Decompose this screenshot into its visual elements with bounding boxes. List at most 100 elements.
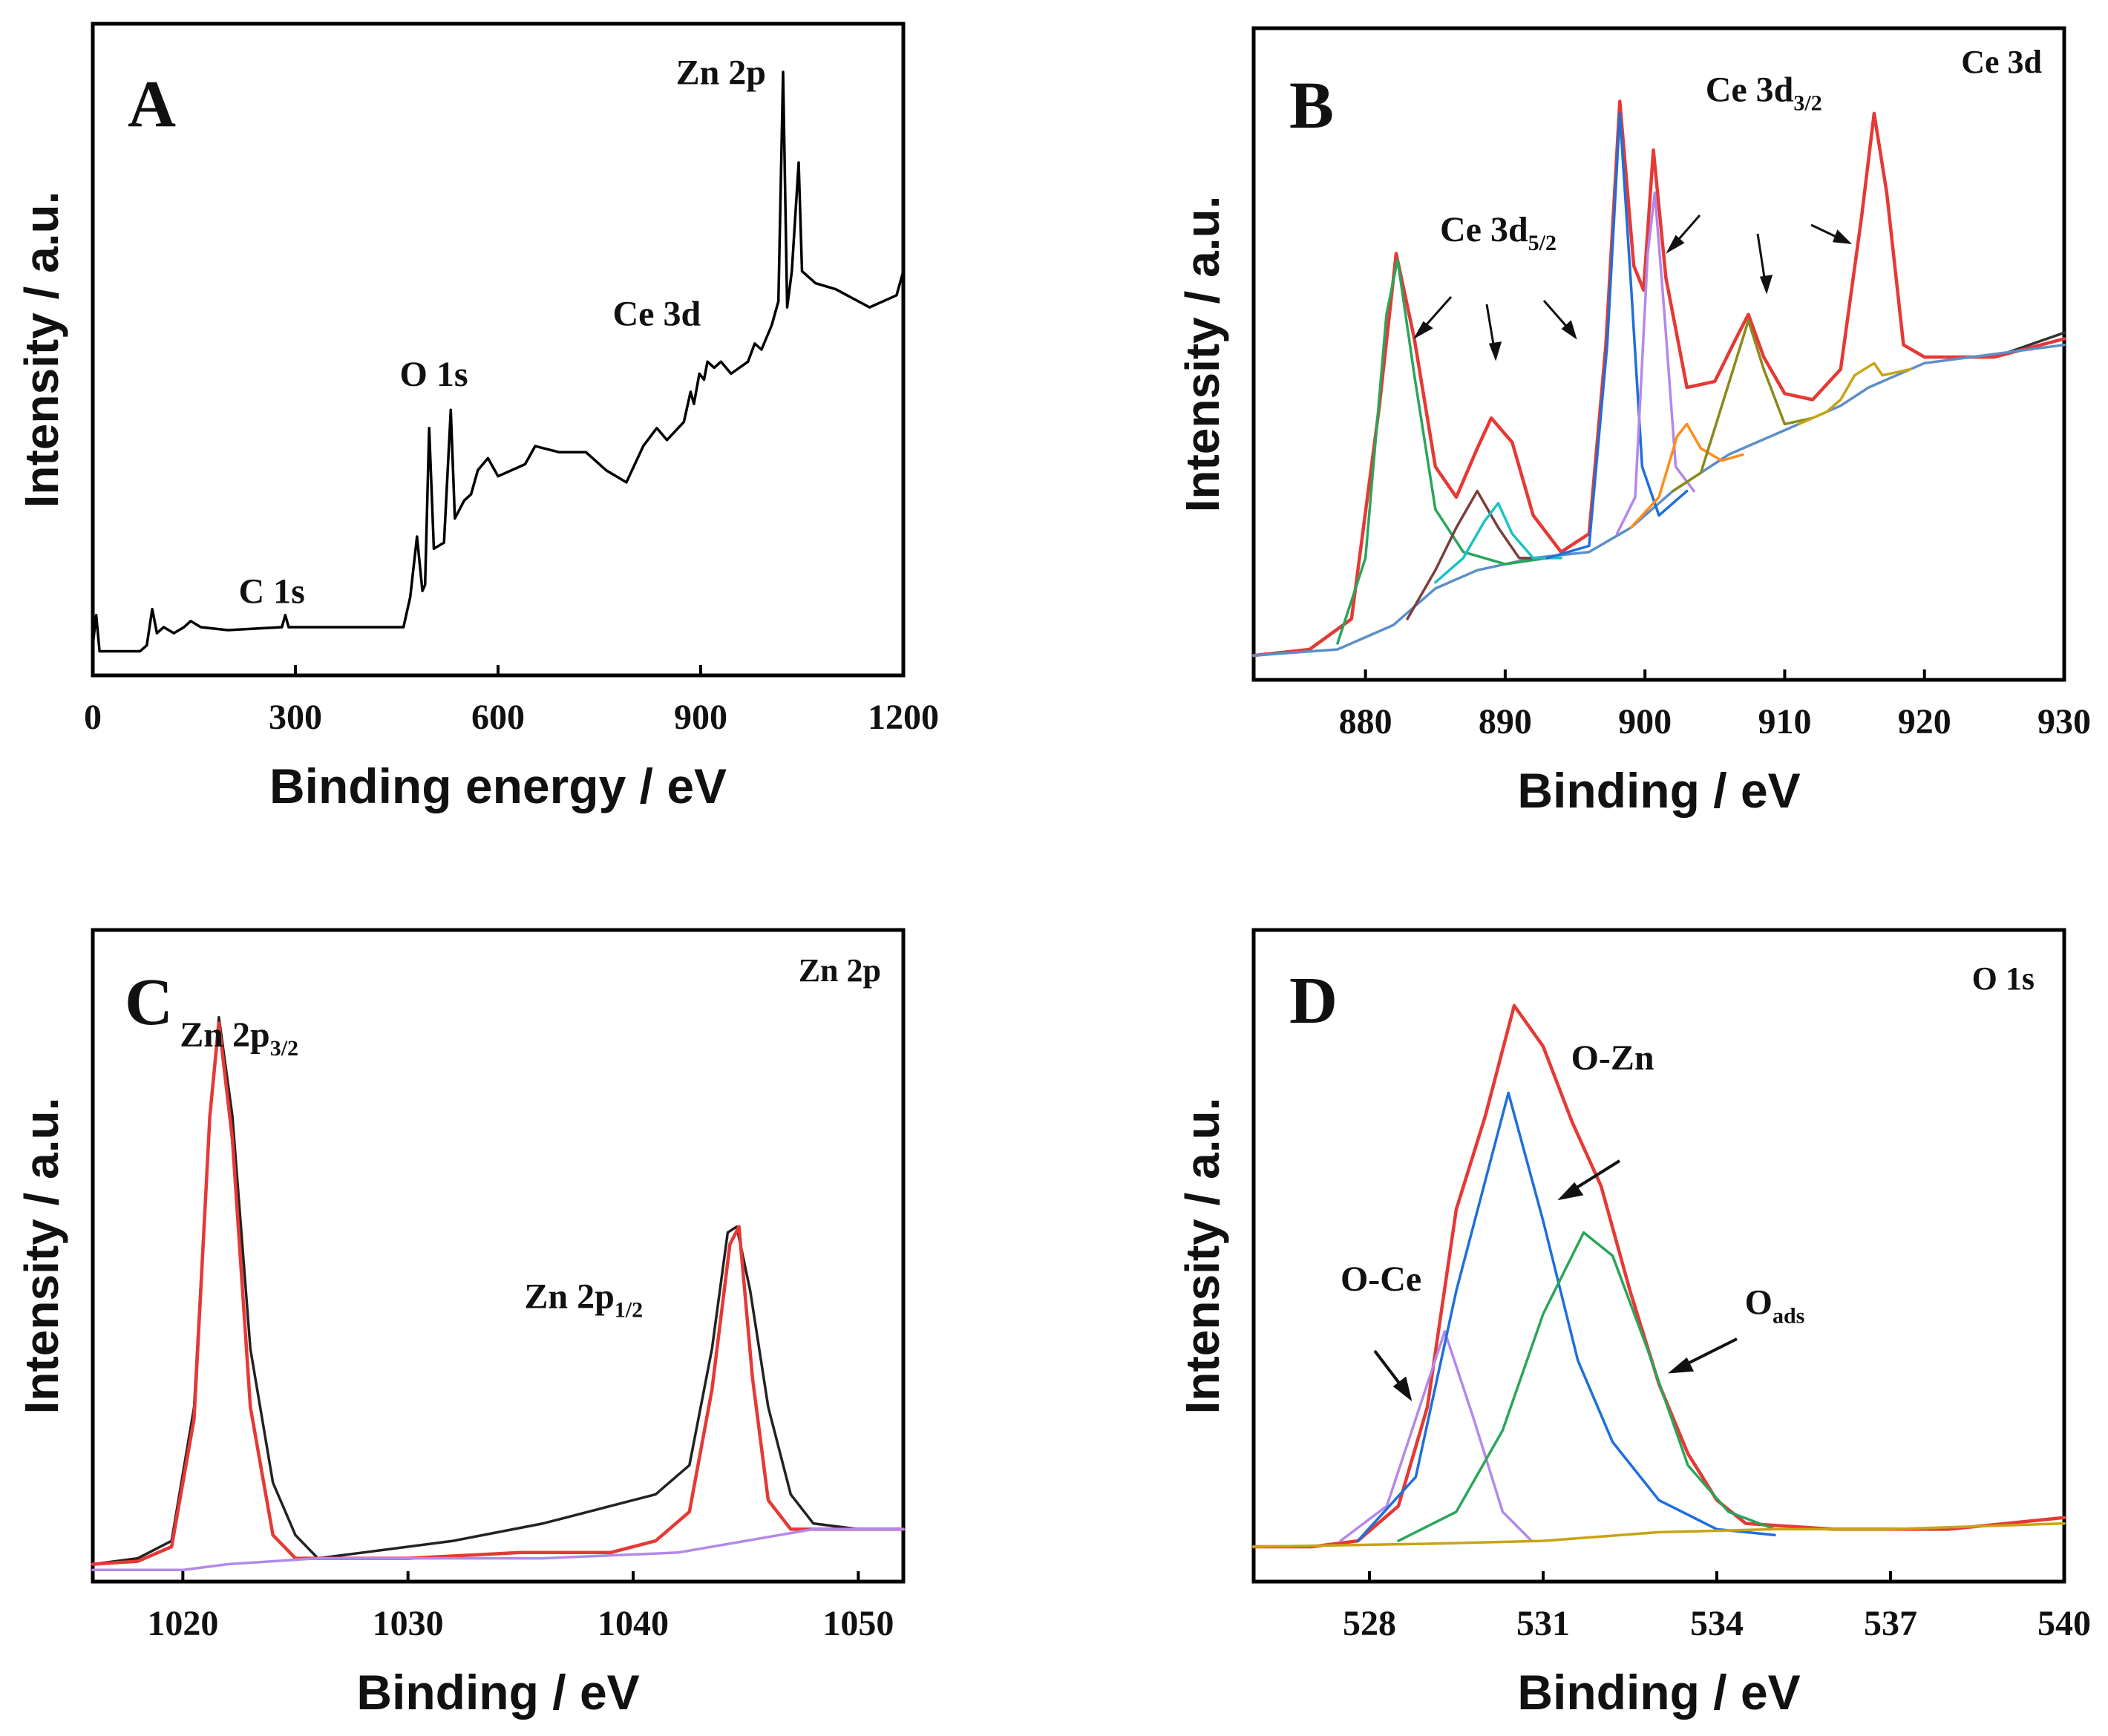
x-axis-label: Binding / eV: [1517, 1665, 1800, 1720]
series-peak-889: [1434, 502, 1562, 584]
x-tick-label: 1050: [822, 1604, 894, 1643]
panel-b-ce3d: 880 890 900 910 920 930 B Ce 3d Binding / eV …: [1176, 26, 2091, 818]
annotation-text: Zn 2p: [180, 1015, 269, 1055]
panel-title: Ce 3d: [1961, 44, 2042, 80]
annotation-text: Ce 3d: [1706, 70, 1794, 109]
x-axis-label: Binding energy / eV: [269, 759, 727, 813]
x-tick-label: 930: [2037, 702, 2091, 741]
plot-frame: [1251, 26, 2066, 682]
annotation-text: O-Ce: [1341, 1260, 1421, 1299]
x-tick-label: 1040: [598, 1604, 669, 1643]
y-axis-label: Intensity / a.u.: [1176, 196, 1229, 513]
x-tick-label: 880: [1339, 702, 1392, 741]
series-background: [1252, 1522, 2066, 1548]
x-ticks: 1020 1030 1040 1050: [147, 1571, 894, 1643]
annotation-text: Zn 2p: [524, 1277, 614, 1317]
panel-a-survey: 0 300 600 900 1200 A Binding energy / eV Int…: [15, 22, 939, 813]
series-background: [1252, 343, 2066, 657]
peak-annotation: O 1s: [400, 355, 468, 394]
x-tick-label: 300: [269, 698, 322, 737]
ce3d-marks: [1251, 99, 2066, 658]
x-tick-label: 534: [1690, 1604, 1744, 1643]
x-tick-label: 900: [674, 698, 727, 737]
series-peak-898: [1545, 112, 1689, 560]
x-axis-label: Binding / eV: [356, 1665, 639, 1720]
x-tick-label: 537: [1864, 1604, 1917, 1643]
series-peak-903: [1629, 422, 1744, 529]
x-tick-label: 1020: [147, 1604, 218, 1643]
peak-annotation: C 1s: [238, 571, 304, 611]
annotation-subscript: 5/2: [1528, 231, 1557, 255]
panel-letter: B: [1289, 69, 1334, 143]
series-fit: [1251, 99, 2066, 658]
series-fit: [1251, 1003, 2066, 1549]
series-survey: [91, 71, 905, 653]
x-ticks: 880 890 900 910 920 930: [1339, 669, 2091, 741]
x-tick-label: 1030: [373, 1604, 444, 1643]
annotation-text: Zn 2p: [676, 53, 766, 92]
peak-annotations: Ce 3d5/2Ce 3d3/2: [1440, 70, 1822, 255]
series-background: [91, 1527, 905, 1572]
series-peak-916: [1797, 361, 1912, 426]
peak-annotation: Ce 3d3/2: [1706, 70, 1822, 115]
series-raw: [1252, 99, 2066, 657]
peak-annotation: Ce 3d: [613, 294, 701, 333]
peak-annotation: Oads: [1745, 1283, 1805, 1328]
panel-d-o1s: 528 531 534 537 540 D O 1s Binding / eV Inte…: [1176, 928, 2091, 1720]
peak-annotations: Zn 2p3/2Zn 2p1/2: [180, 1015, 643, 1323]
series-peak-882: [1336, 258, 1549, 645]
survey-marks: [91, 71, 905, 653]
x-tick-label: 910: [1758, 702, 1811, 741]
series-O-ads: [1397, 1231, 1776, 1542]
x-tick-label: 920: [1898, 702, 1951, 741]
annotation-text: Ce 3d: [613, 294, 701, 333]
annotation-subscript: 1/2: [615, 1298, 643, 1323]
peak-annotation: Zn 2p1/2: [524, 1277, 643, 1323]
peak-annotation: Zn 2p3/2: [180, 1015, 298, 1061]
panel-title: O 1s: [1972, 960, 2035, 997]
x-tick-label: 0: [84, 698, 102, 737]
annotation-text: Ce 3d: [1440, 210, 1528, 249]
annotation-text: O: [1745, 1283, 1773, 1322]
peak-annotation: Zn 2p: [676, 53, 766, 92]
x-ticks: 528 531 534 537 540: [1343, 1571, 2091, 1643]
panel-letter: C: [125, 966, 173, 1039]
panel-letter: D: [1289, 964, 1338, 1038]
plot-frame: [91, 928, 906, 1584]
x-axis-label: Binding / eV: [1517, 763, 1800, 818]
x-tick-label: 890: [1479, 702, 1532, 741]
annotation-text: C 1s: [238, 571, 304, 611]
panel-title: Zn 2p: [799, 952, 881, 989]
panel-letter: A: [128, 68, 176, 141]
x-tick-label: 531: [1516, 1604, 1570, 1643]
annotation-subscript: 3/2: [1793, 91, 1821, 115]
peak-annotation: O-Zn: [1571, 1038, 1654, 1078]
series-peak-907: [1672, 319, 1814, 493]
y-axis-label: Intensity / a.u.: [15, 1098, 68, 1415]
annotation-text: O 1s: [400, 355, 468, 394]
peak-annotations: O-Ce O-Zn Oads: [1341, 1038, 1804, 1328]
x-tick-label: 600: [471, 698, 525, 737]
peak-annotations: C 1s O 1s Ce 3d Zn 2p: [238, 53, 766, 611]
y-axis-label: Intensity / a.u.: [15, 191, 68, 508]
peak-annotation: O-Ce: [1341, 1260, 1421, 1299]
zn2p-marks: [91, 1015, 906, 1572]
annotation-arrows: [1413, 214, 1853, 361]
series-peak-888: [1406, 489, 1549, 620]
series-O-Ce: [1339, 1330, 1533, 1542]
plot-frame: [1251, 928, 2066, 1584]
annotation-subscript: ads: [1773, 1303, 1804, 1328]
o1s-marks: [1251, 1003, 2066, 1549]
series-peak-900.6: [1615, 191, 1695, 535]
series-raw: [91, 1015, 905, 1566]
x-tick-label: 528: [1343, 1604, 1396, 1643]
annotation-text: O-Zn: [1571, 1038, 1654, 1078]
peak-annotation: Ce 3d5/2: [1440, 210, 1557, 255]
series-fit: [91, 1021, 906, 1566]
panel-c-zn2p: 1020 1030 1040 1050 C Zn 2p Binding / eV In…: [15, 928, 906, 1720]
x-ticks: 0 300 600 900 1200: [84, 665, 939, 737]
annotation-arrows: [1373, 1159, 1738, 1402]
x-tick-label: 1200: [868, 698, 939, 737]
y-axis-label: Intensity / a.u.: [1176, 1098, 1229, 1415]
annotation-subscript: 3/2: [270, 1036, 298, 1061]
